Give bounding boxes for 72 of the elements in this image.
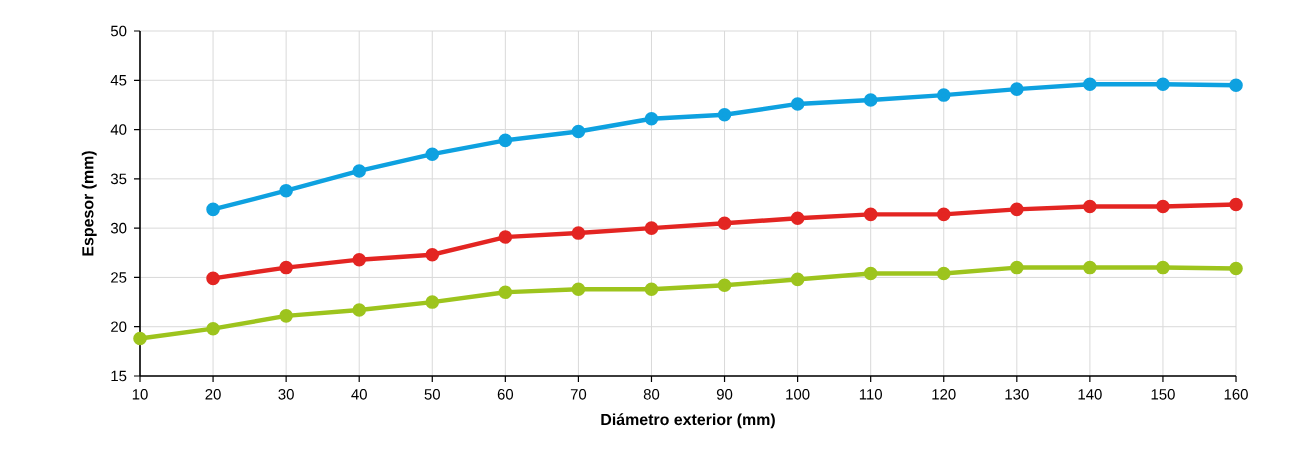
point bbox=[1229, 197, 1243, 212]
x-tick-label: 50 bbox=[424, 389, 440, 400]
y-tick-label: 35 bbox=[110, 173, 127, 185]
point bbox=[352, 252, 366, 267]
point bbox=[717, 107, 732, 122]
x-tick-label: 130 bbox=[1005, 389, 1029, 400]
y-tick-label: 50 bbox=[110, 25, 127, 37]
point bbox=[1010, 82, 1024, 96]
point bbox=[863, 266, 878, 281]
y-tick-label: 45 bbox=[110, 75, 127, 86]
point bbox=[425, 247, 440, 262]
point bbox=[352, 164, 366, 178]
y-axis-title: Espesor (mm) bbox=[81, 151, 97, 256]
x-tick-label: 70 bbox=[570, 389, 587, 400]
point bbox=[1083, 260, 1097, 275]
point bbox=[644, 282, 659, 297]
point bbox=[352, 303, 366, 317]
x-tick-label: 60 bbox=[497, 389, 514, 400]
point bbox=[1010, 260, 1024, 275]
point bbox=[279, 183, 293, 198]
point bbox=[863, 93, 878, 107]
point bbox=[425, 147, 440, 162]
point bbox=[498, 133, 513, 148]
point bbox=[206, 321, 220, 336]
x-tick-label: 100 bbox=[786, 389, 810, 400]
y-tick-label: 20 bbox=[111, 321, 127, 333]
point bbox=[1229, 261, 1243, 276]
point bbox=[936, 266, 951, 281]
point bbox=[1156, 199, 1170, 214]
point bbox=[571, 282, 586, 297]
point bbox=[279, 309, 293, 323]
point bbox=[790, 97, 805, 111]
point bbox=[1156, 260, 1170, 275]
point bbox=[1083, 77, 1097, 92]
point bbox=[206, 202, 220, 217]
point bbox=[1229, 78, 1243, 93]
point bbox=[790, 211, 805, 226]
point bbox=[717, 278, 732, 293]
x-tick-label: 150 bbox=[1151, 389, 1175, 400]
point bbox=[644, 111, 659, 126]
point bbox=[936, 88, 951, 102]
point bbox=[644, 221, 659, 235]
x-tick-label: 30 bbox=[278, 389, 294, 400]
x-tick-label: 20 bbox=[205, 389, 221, 400]
y-tick-label: 15 bbox=[111, 370, 127, 382]
point bbox=[425, 295, 440, 309]
point bbox=[498, 230, 513, 244]
point bbox=[279, 260, 293, 275]
point bbox=[936, 207, 951, 222]
x-tick-label: 90 bbox=[716, 389, 733, 400]
point bbox=[206, 271, 220, 286]
x-tick-label: 140 bbox=[1078, 389, 1102, 400]
x-tick-label: 110 bbox=[859, 389, 882, 400]
point bbox=[717, 216, 732, 231]
x-axis-title: Diámetro exterior (mm) bbox=[601, 413, 775, 429]
point bbox=[571, 226, 586, 240]
point bbox=[790, 272, 805, 287]
x-tick-label: 10 bbox=[132, 389, 148, 400]
point bbox=[133, 331, 147, 346]
point bbox=[571, 124, 586, 139]
point bbox=[863, 207, 878, 222]
x-tick-label: 120 bbox=[932, 389, 956, 400]
y-tick-label: 40 bbox=[110, 124, 127, 135]
y-tick-label: 25 bbox=[111, 272, 127, 283]
x-tick-label: 80 bbox=[643, 389, 660, 400]
x-tick-label: 160 bbox=[1224, 389, 1248, 400]
point bbox=[498, 285, 513, 300]
point bbox=[1156, 77, 1170, 92]
point bbox=[1083, 199, 1097, 214]
point bbox=[1010, 202, 1024, 217]
y-tick-label: 30 bbox=[110, 222, 127, 234]
x-tick-label: 40 bbox=[351, 389, 367, 400]
